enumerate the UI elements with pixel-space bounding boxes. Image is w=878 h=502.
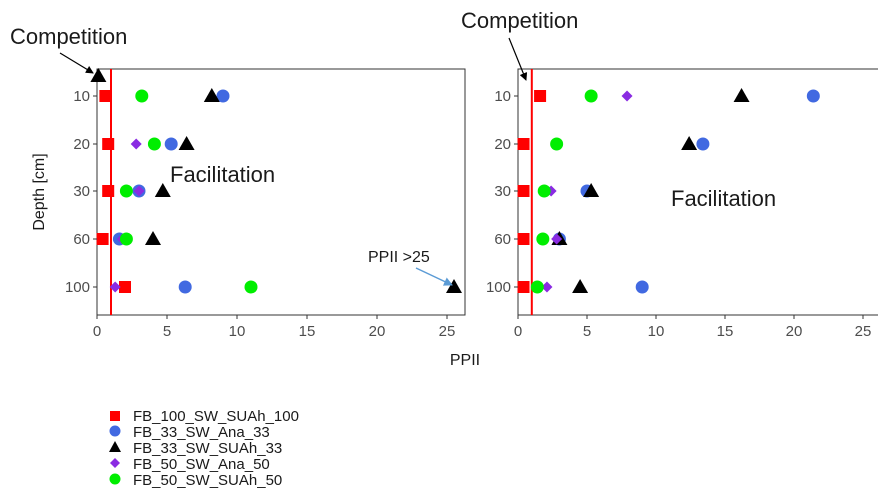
left-x-tick-label: 15 <box>299 323 316 340</box>
right-data-point <box>530 280 544 294</box>
left-annotation-competition: Competition <box>10 24 127 49</box>
legend-item: FB_33_SW_Ana_33 <box>109 424 270 441</box>
left-data-point <box>147 137 161 151</box>
left-data-point <box>96 233 109 245</box>
right-data-point <box>517 233 530 245</box>
right-x-tick-label: 5 <box>583 323 591 340</box>
left-data-point <box>135 89 149 103</box>
right-data-point <box>551 233 563 245</box>
legend-diamond-icon <box>110 458 120 468</box>
right-data-point <box>517 185 530 197</box>
right-data-point <box>696 137 710 151</box>
left-data-point <box>203 88 220 102</box>
right-data-point <box>517 281 530 293</box>
legend-circle-icon <box>109 473 121 485</box>
right-competition-arrow <box>508 37 528 81</box>
right-x-tick-label: 0 <box>514 323 522 340</box>
right-data-point <box>621 90 633 102</box>
left-data-point <box>119 281 131 293</box>
x-axis-title: PPII <box>450 352 480 369</box>
left-x-tick-label: 10 <box>229 323 246 340</box>
legend-label: FB_33_SW_Ana_33 <box>133 424 270 441</box>
legend-item: FB_33_SW_SUAh_33 <box>109 440 282 457</box>
left-y-tick-label: 10 <box>73 88 90 105</box>
right-tick-labels: 0 5 10 15 20 25 10 20 30 60 100 <box>486 88 871 340</box>
right-data-point <box>583 183 600 197</box>
right-data-point <box>536 232 550 246</box>
right-data-point <box>806 89 820 103</box>
right-data-point <box>517 138 530 150</box>
left-data-point <box>99 90 112 102</box>
left-plot-border <box>96 68 466 316</box>
right-data-point <box>541 281 553 293</box>
right-data-point <box>537 184 551 198</box>
left-y-tick-label: 100 <box>65 279 90 296</box>
right-data-point <box>635 280 649 294</box>
right-data-point <box>550 137 564 151</box>
left-data-point <box>102 185 115 197</box>
right-x-tick-label: 25 <box>855 323 872 340</box>
right-data-point <box>584 89 598 103</box>
left-data-point <box>178 136 195 150</box>
left-competition-arrow <box>59 52 94 74</box>
right-data-point <box>681 136 698 150</box>
right-y-tick-label: 30 <box>494 183 511 200</box>
legend-label: FB_50_SW_SUAh_50 <box>133 472 282 489</box>
legend-circle-icon <box>109 425 121 437</box>
left-panel: 0 5 10 15 20 25 10 20 30 60 100 Depth [cm] Competi… <box>10 24 466 340</box>
left-data-point <box>133 185 145 197</box>
left-data-point <box>216 89 230 103</box>
right-panel: 0 5 10 15 20 25 10 20 30 60 100 Competition Facili… <box>461 8 878 340</box>
left-data-point <box>119 184 133 198</box>
right-x-tick-label: 10 <box>648 323 665 340</box>
right-annotation-competition: Competition <box>461 8 578 33</box>
legend-item: FB_50_SW_Ana_50 <box>110 456 270 473</box>
left-data-point <box>178 280 192 294</box>
legend-triangle-icon <box>109 441 121 452</box>
left-tick-labels: 0 5 10 15 20 25 10 20 30 60 100 <box>65 88 455 340</box>
left-data-point <box>145 231 161 245</box>
legend-label: FB_100_SW_SUAh_100 <box>133 408 299 425</box>
right-data-point <box>733 88 750 102</box>
left-x-tick-label: 20 <box>369 323 386 340</box>
left-y-axis-title: Depth [cm] <box>31 153 48 230</box>
legend-label: FB_50_SW_Ana_50 <box>133 456 270 473</box>
left-data-point <box>446 279 462 293</box>
left-data-point <box>154 183 171 197</box>
left-x-tick-label: 5 <box>163 323 171 340</box>
right-x-tick-label: 20 <box>786 323 803 340</box>
left-y-tick-label: 60 <box>73 231 90 248</box>
left-y-tick-label: 30 <box>73 183 90 200</box>
left-x-tick-label: 0 <box>93 323 101 340</box>
left-ppii-arrow <box>415 267 453 286</box>
left-annotation-facilitation: Facilitation <box>170 162 275 187</box>
right-data-point <box>534 90 547 102</box>
left-x-tick-label: 25 <box>439 323 456 340</box>
legend-square-icon <box>110 411 120 421</box>
legend-item: FB_50_SW_SUAh_50 <box>109 472 282 489</box>
right-data-point <box>572 279 589 293</box>
left-data-point <box>164 137 178 151</box>
right-y-tick-label: 60 <box>494 231 511 248</box>
left-data-marks <box>90 68 462 315</box>
right-annotation-facilitation: Facilitation <box>671 186 776 211</box>
left-data-point <box>130 138 142 150</box>
right-y-tick-label: 20 <box>494 136 511 153</box>
left-data-point <box>119 232 133 246</box>
right-y-tick-label: 100 <box>486 279 511 296</box>
left-data-point <box>90 68 107 82</box>
right-y-tick-label: 10 <box>494 88 511 105</box>
left-data-point <box>109 281 121 293</box>
legend: FB_100_SW_SUAh_100 FB_33_SW_Ana_33 FB_33… <box>109 408 299 489</box>
right-data-marks <box>517 69 820 315</box>
left-data-point <box>102 138 115 150</box>
legend-item: FB_100_SW_SUAh_100 <box>110 408 299 425</box>
legend-label: FB_33_SW_SUAh_33 <box>133 440 282 457</box>
left-annotation-ppii-gt-25: PPII >25 <box>368 249 430 266</box>
left-y-tick-label: 20 <box>73 136 90 153</box>
right-x-tick-label: 15 <box>717 323 734 340</box>
left-data-point <box>244 280 258 294</box>
